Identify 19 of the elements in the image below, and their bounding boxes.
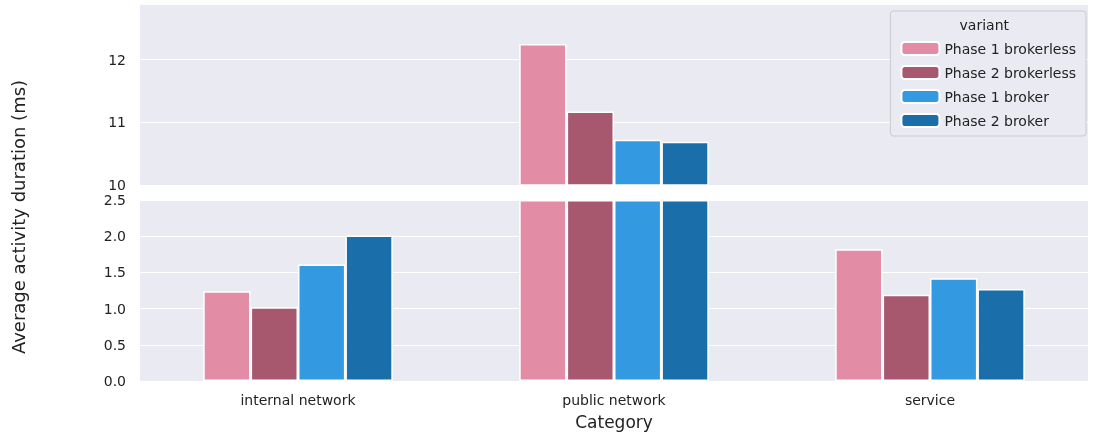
y-tick-label: 1.5 — [103, 264, 126, 281]
legend-label: Phase 1 brokerless — [944, 40, 1076, 57]
x-tick-label: public network — [562, 392, 667, 408]
legend-label: Phase 2 brokerless — [944, 64, 1076, 81]
y-tick-label: 1.0 — [103, 300, 126, 317]
x-axis-title: Category — [575, 411, 653, 432]
y-tick-label: 11 — [108, 114, 126, 131]
x-tick-label: service — [904, 392, 956, 408]
legend-label: Phase 1 broker — [944, 88, 1050, 105]
y-tick-label: 0.0 — [103, 373, 126, 389]
y-tick-label: 12 — [108, 51, 126, 68]
legend-label: Phase 2 broker — [944, 112, 1050, 129]
x-tick-label: internal network — [240, 392, 357, 408]
y-tick-label: 0.5 — [103, 336, 126, 353]
legend-title: variant — [959, 17, 1010, 33]
y-tick-label: 10 — [108, 177, 126, 193]
y-tick-label: 2.5 — [103, 192, 126, 208]
y-axis-title: Average activity duration (ms) — [7, 79, 29, 355]
y-tick-label: 2.0 — [103, 228, 126, 245]
